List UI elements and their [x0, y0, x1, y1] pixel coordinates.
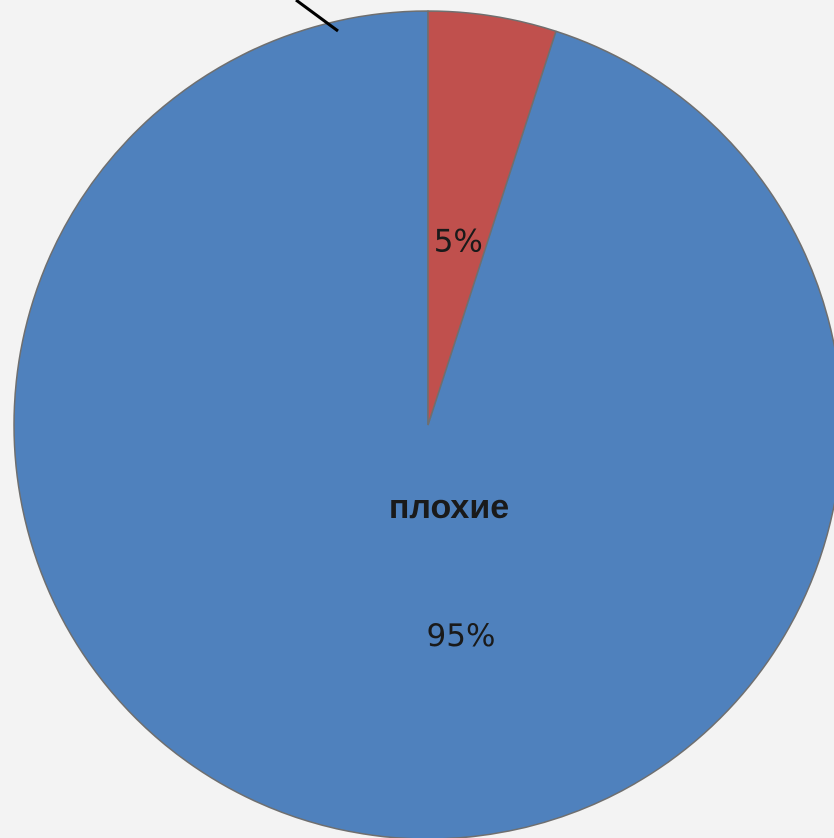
labels-layer: плохие 95% 5%	[389, 223, 509, 654]
leader-line	[295, 0, 339, 33]
pie-slice-1	[427, 10, 557, 426]
slice-name-label-0: плохие	[389, 488, 509, 526]
slice-percent-label-1: 5%	[434, 223, 483, 259]
slice-percent-label-0: 95%	[427, 618, 496, 654]
pie-slice-0	[13, 10, 834, 838]
slices-layer	[13, 10, 834, 838]
